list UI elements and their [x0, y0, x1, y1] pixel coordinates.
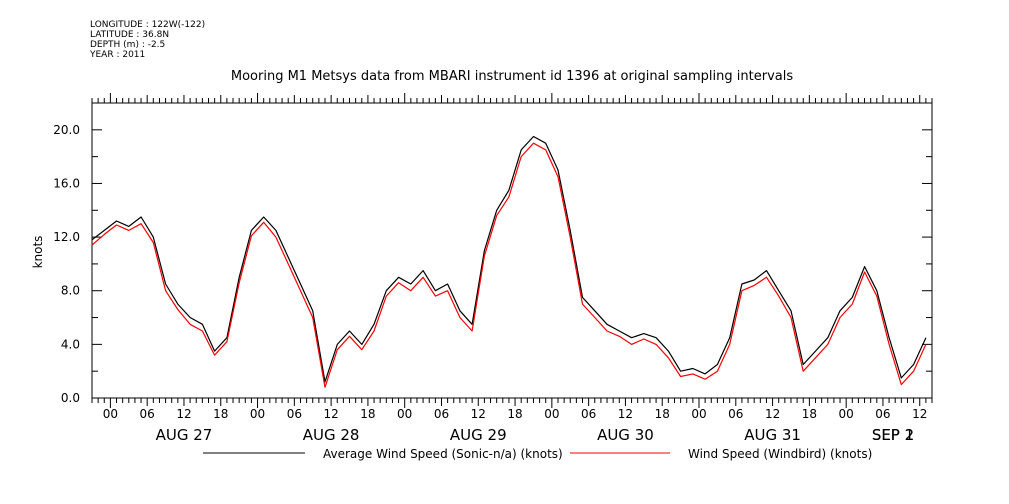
x-hour-label: 12: [912, 407, 927, 421]
x-hour-label: 18: [507, 407, 522, 421]
x-day-label: SEP 1: [872, 426, 914, 444]
x-hour-label: 06: [287, 407, 302, 421]
year-text: YEAR : 2011: [90, 50, 146, 60]
series-line-windbird: [91, 142, 927, 388]
x-hour-label: 18: [655, 407, 670, 421]
plot-border: [91, 102, 933, 399]
x-hour-label: 18: [213, 407, 228, 421]
x-hour-label: 06: [581, 407, 596, 421]
x-day-label: AUG 28: [303, 426, 360, 444]
x-hour-label: 18: [802, 407, 817, 421]
longitude-text: LONGITUDE : 122W(-122): [90, 20, 206, 30]
x-day-label: AUG 27: [156, 426, 213, 444]
x-hour-label: 00: [691, 407, 706, 421]
x-day-label: AUG 29: [450, 426, 507, 444]
x-hour-label: 00: [103, 407, 118, 421]
x-day-label: AUG 30: [597, 426, 654, 444]
x-hour-label: 12: [765, 407, 780, 421]
y-tick-label: 16.0: [53, 176, 80, 190]
y-tick-label: 8.0: [61, 284, 80, 298]
x-hour-label: 00: [839, 407, 854, 421]
series-layer: [91, 135, 927, 388]
latitude-text: LATITUDE : 36.8N: [90, 30, 170, 40]
x-hour-label: 12: [323, 407, 338, 421]
legend-label-windbird: Wind Speed (Windbird) (knots): [688, 447, 872, 461]
x-hour-label: 12: [618, 407, 633, 421]
x-hour-label: 06: [728, 407, 743, 421]
metadata-header: LONGITUDE : 122W(-122) LATITUDE : 36.8N …: [90, 20, 205, 60]
x-hour-label: 12: [176, 407, 191, 421]
legend-label-average: Average Wind Speed (Sonic-n/a) (knots): [323, 447, 563, 461]
y-tick-label: 4.0: [61, 337, 80, 351]
chart-title: Mooring M1 Metsys data from MBARI instru…: [231, 69, 793, 84]
x-day-label: AUG 31: [744, 426, 801, 444]
x-hour-label: 18: [360, 407, 375, 421]
x-day-label: SEP 2: [872, 426, 914, 444]
x-hour-label: 00: [397, 407, 412, 421]
x-hour-label: 06: [140, 407, 155, 421]
y-axis-label: knots: [31, 236, 45, 269]
y-axis-ticks: 0.0 4.0 8.0 12.0 16.0 20.0: [53, 102, 932, 405]
x-hour-label: 12: [471, 407, 486, 421]
x-hour-label: 00: [250, 407, 265, 421]
y-tick-label: 12.0: [53, 230, 80, 244]
x-axis-ticks: 00 06 12 18 00 06 12 18 00 06 12 18 00 06 12 18 00 06 12 18…: [91, 93, 933, 444]
series-line-average: [91, 135, 927, 383]
x-hour-label: 06: [875, 407, 890, 421]
legend: Average Wind Speed (Sonic-n/a) (knots) W…: [203, 447, 872, 461]
y-tick-label: 0.0: [61, 391, 80, 405]
x-hour-label: 06: [434, 407, 449, 421]
depth-text: DEPTH (m) : -2.5: [90, 40, 166, 50]
x-hour-label: 00: [544, 407, 559, 421]
y-tick-label: 20.0: [53, 123, 80, 137]
plot-frame: [91, 102, 933, 399]
